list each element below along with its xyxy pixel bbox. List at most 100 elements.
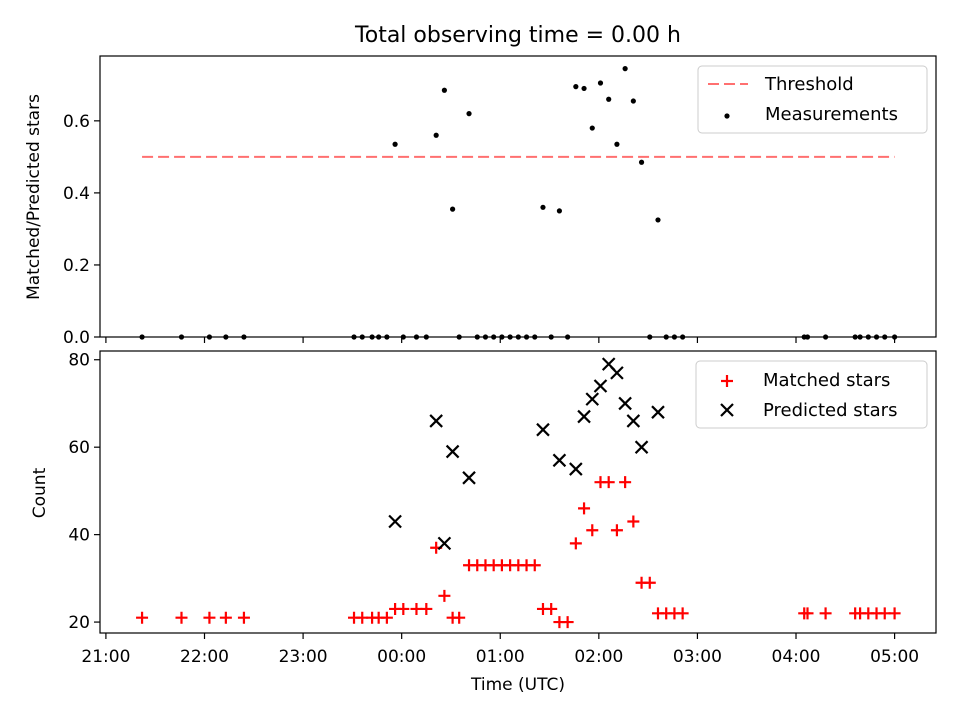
matched-star-marker — [203, 611, 216, 624]
matched-star-marker — [619, 476, 632, 489]
count-legend-box — [695, 360, 928, 429]
predicted-star-marker — [552, 453, 567, 468]
measurement-point — [206, 334, 213, 340]
count-y-tick-label: 60 — [68, 438, 90, 458]
legend-measurements-label: Measurements — [765, 104, 898, 125]
measurement-point — [392, 141, 398, 147]
measurement-point — [873, 334, 880, 340]
measurement-point — [376, 334, 382, 340]
ratio-legend: Threshold Measurements — [697, 65, 928, 134]
matched-star-marker — [438, 589, 451, 602]
measurement-point — [573, 84, 579, 90]
matched-star-marker — [545, 602, 558, 615]
measurement-point — [441, 87, 447, 93]
measurement-point — [474, 334, 480, 340]
measurement-point — [482, 334, 489, 340]
legend-predicted-label: Predicted stars — [763, 400, 897, 421]
measurement-point — [423, 334, 429, 340]
predicted-star-marker — [618, 396, 632, 411]
measurement-point — [456, 334, 462, 340]
predicted-star-marker — [445, 444, 460, 459]
count-x-tick-label: 03:00 — [673, 647, 722, 667]
measurement-point — [852, 334, 858, 340]
matched-star-marker — [586, 524, 599, 537]
count-x-tick-label: 00:00 — [377, 647, 426, 667]
measurement-point — [638, 159, 645, 165]
predicted-star-marker — [462, 471, 476, 485]
measurement-point — [413, 334, 420, 340]
measurement-point — [384, 334, 390, 340]
matched-star-marker — [453, 611, 466, 624]
matched-star-marker — [136, 611, 149, 624]
count-points — [136, 357, 901, 629]
measurement-point — [597, 80, 604, 86]
measurement-point — [647, 334, 653, 340]
count-panel: 20 40 60 80 21:00 22:00 23:00 00:00 01:00 02:00 0… — [30, 350, 937, 695]
count-y-tick-label: 20 — [68, 613, 90, 633]
matched-star-marker — [561, 616, 574, 629]
measurement-point — [804, 334, 811, 340]
measurement-point — [622, 66, 628, 72]
measurement-point — [663, 334, 669, 340]
matched-star-marker — [569, 537, 582, 550]
measurement-point — [351, 334, 357, 340]
measurement-point — [671, 334, 678, 340]
matched-star-marker — [888, 607, 901, 620]
count-y-axis: 20 40 60 80 — [68, 351, 100, 633]
count-y-tick-label: 80 — [68, 351, 90, 371]
measurement-point — [223, 334, 229, 340]
measurement-point — [891, 334, 898, 340]
predicted-star-marker — [626, 414, 641, 428]
measurement-point — [400, 334, 406, 340]
legend-matched-label: Matched stars — [763, 370, 890, 391]
measurement-point — [630, 98, 636, 104]
measurement-point — [532, 334, 538, 340]
measurement-point — [606, 96, 612, 102]
matched-star-marker — [237, 611, 250, 624]
ratio-y-tick-label: 0.0 — [63, 328, 90, 348]
predicted-star-marker — [388, 514, 402, 529]
ratio-y-axis-label: Matched/Predicted stars — [24, 94, 44, 300]
matched-star-marker — [420, 602, 433, 615]
ratio-y-tick-label: 0.4 — [63, 184, 90, 204]
predicted-star-marker — [437, 536, 452, 551]
matched-star-marker — [676, 607, 689, 620]
ratio-y-axis: 0.0 0.2 0.4 0.6 — [63, 112, 100, 348]
predicted-star-marker — [577, 409, 591, 424]
count-y-axis-label: Count — [30, 467, 50, 518]
measurement-point — [523, 334, 530, 340]
measurement-point — [433, 132, 439, 138]
matched-star-marker — [175, 611, 188, 624]
measurement-point — [865, 334, 871, 340]
count-x-axis: 21:00 22:00 23:00 00:00 01:00 02:00 03:00 04:00… — [81, 633, 919, 667]
legend-measurement-swatch — [724, 113, 730, 119]
x-axis-label: Time (UTC) — [470, 675, 565, 695]
predicted-star-marker — [610, 366, 624, 380]
count-x-tick-label: 22:00 — [180, 647, 229, 667]
matched-star-marker — [627, 515, 640, 528]
measurement-point — [680, 334, 686, 340]
measurement-point — [178, 334, 185, 340]
matched-star-marker — [602, 476, 615, 489]
matched-star-marker — [219, 611, 232, 624]
predicted-star-marker — [585, 392, 600, 406]
legend-matched-swatch — [721, 375, 733, 387]
legend-threshold-label: Threshold — [764, 74, 854, 95]
measurement-point — [450, 206, 456, 212]
measurement-point — [491, 334, 497, 340]
matched-star-marker — [819, 607, 832, 620]
count-x-tick-label: 23:00 — [279, 647, 328, 667]
measurement-point — [822, 334, 829, 340]
count-x-tick-label: 05:00 — [870, 647, 919, 667]
predicted-star-marker — [651, 405, 665, 419]
measurement-point — [655, 217, 661, 223]
ratio-legend-box — [697, 65, 928, 134]
measurement-point — [466, 111, 472, 117]
count-x-tick-label: 02:00 — [574, 647, 623, 667]
measurement-point — [507, 334, 513, 340]
measurement-point — [581, 85, 587, 92]
measurement-point — [565, 334, 571, 340]
ratio-y-tick-label: 0.6 — [63, 112, 90, 132]
predicted-star-marker — [569, 462, 583, 476]
matched-star-marker — [380, 611, 393, 624]
